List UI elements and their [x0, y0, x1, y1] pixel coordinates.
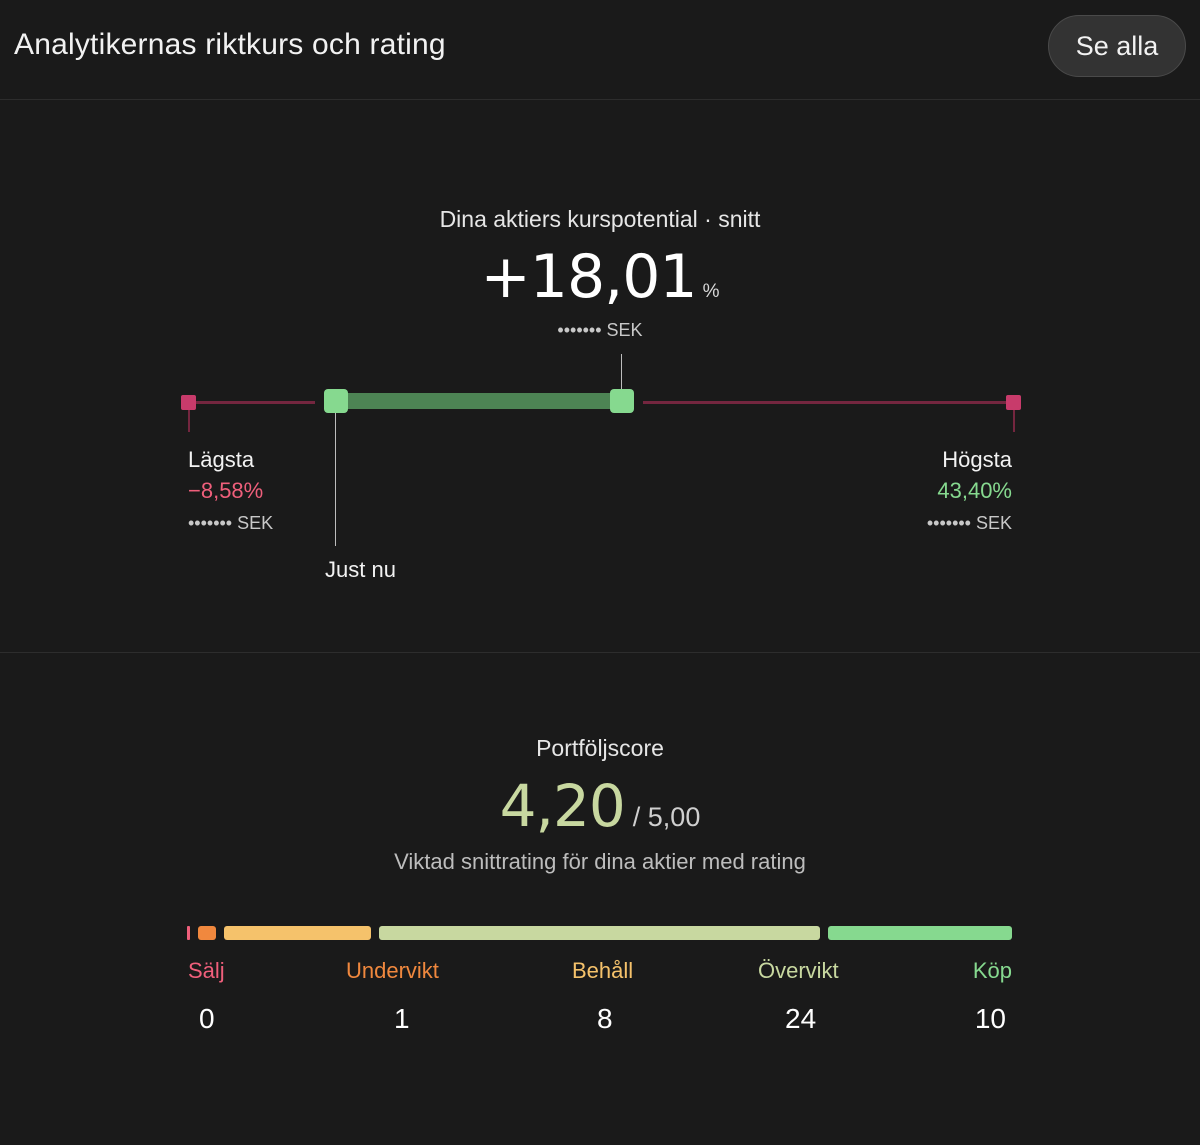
low-percent: −8,58% — [188, 478, 264, 503]
category-count-undervikt: 1 — [394, 1003, 410, 1034]
target-pointer-line — [621, 354, 622, 390]
high-label: Högsta — [942, 447, 1012, 472]
potential-target-sek: ••••••• SEK — [557, 320, 643, 340]
high-tick — [1013, 403, 1015, 432]
low-sek: ••••••• SEK — [188, 513, 274, 533]
potential-value: +18,01 — [480, 242, 698, 312]
current-to-target-bar — [336, 393, 622, 409]
current-price-handle — [324, 389, 348, 413]
category-label-behall: Behåll — [572, 958, 634, 983]
score-max: / 5,00 — [632, 802, 701, 832]
low-label: Lägsta — [188, 447, 255, 472]
category-count-kop: 10 — [974, 1003, 1006, 1034]
category-label-overvikt: Övervikt — [758, 958, 839, 983]
high-marker — [1006, 395, 1021, 410]
category-count-salj: 0 — [199, 1003, 215, 1034]
card-header: Analytikernas riktkurs och rating Se all… — [0, 0, 1200, 100]
range-line-left — [189, 401, 315, 404]
low-tick — [188, 403, 190, 432]
target-price-handle — [610, 389, 634, 413]
card-title: Analytikernas riktkurs och rating — [14, 28, 446, 61]
category-label-kop: Köp — [972, 958, 1012, 983]
rating-segment-2 — [224, 926, 372, 940]
rating-segment-0 — [187, 926, 190, 940]
rating-segment-1 — [198, 926, 217, 940]
now-pointer-line — [335, 410, 336, 546]
high-percent: 43,40% — [937, 478, 1012, 503]
now-label: Just nu — [325, 557, 396, 582]
rating-segment-3 — [379, 926, 821, 940]
see-all-button[interactable]: Se alla — [1048, 15, 1186, 77]
score-subtitle: Viktad snittrating för dina aktier med r… — [394, 849, 806, 874]
range-line-right — [643, 401, 1013, 404]
potential-unit: % — [702, 281, 720, 302]
section-divider — [0, 652, 1200, 653]
category-label-undervikt: Undervikt — [346, 958, 439, 983]
potential-label: Dina aktiers kurspotential · snitt — [439, 206, 761, 232]
category-count-behall: 8 — [597, 1003, 613, 1034]
high-sek: ••••••• SEK — [926, 513, 1012, 533]
category-count-overvikt: 24 — [785, 1003, 817, 1034]
score-value: 4,20 — [499, 772, 626, 840]
score-value-row: 4,20/ 5,00 — [0, 772, 1200, 840]
low-marker — [181, 395, 196, 410]
rating-segment-4 — [828, 926, 1012, 940]
potential-value-row: +18,01% — [0, 242, 1200, 312]
category-label-salj: Sälj — [188, 958, 225, 983]
score-label: Portföljscore — [536, 735, 664, 761]
